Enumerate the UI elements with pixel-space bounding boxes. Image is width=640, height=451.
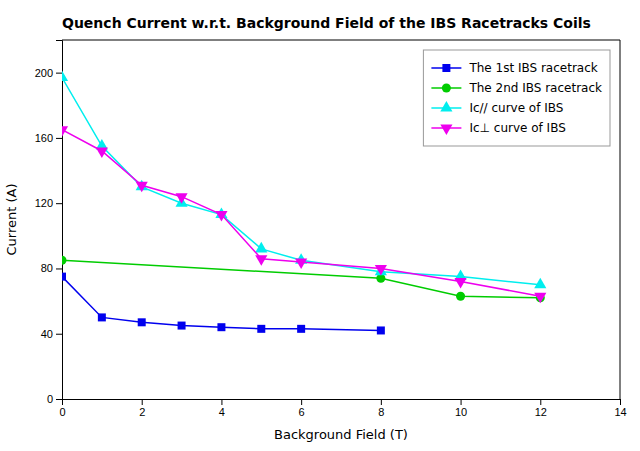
legend-label: The 1st IBS racetrack xyxy=(468,61,597,75)
series-line xyxy=(62,277,381,331)
tick-mark xyxy=(221,399,222,405)
point xyxy=(62,126,68,137)
legend-label: Ic⊥ curve of IBS xyxy=(469,121,565,135)
point xyxy=(534,293,546,304)
tick: 10 xyxy=(455,399,467,418)
legend-swatch-marker xyxy=(440,124,452,135)
axis-domain xyxy=(56,41,63,400)
frame-top xyxy=(62,40,620,41)
tick-label: 80 xyxy=(41,262,53,274)
frame-right xyxy=(620,40,621,399)
tick: 40 xyxy=(41,328,62,340)
tick-mark xyxy=(301,399,302,405)
tick: 8 xyxy=(378,399,384,418)
point xyxy=(175,193,187,204)
tick-mark xyxy=(540,399,541,405)
tick: 12 xyxy=(535,399,547,418)
point xyxy=(375,265,387,276)
x-axis-title: Background Field (T) xyxy=(274,427,408,442)
tick: 6 xyxy=(299,399,305,418)
point xyxy=(138,318,146,326)
title: Quench Current w.r.t. Background Field o… xyxy=(62,15,591,31)
point xyxy=(178,322,186,330)
tick: 80 xyxy=(41,262,62,274)
point xyxy=(454,278,466,289)
point xyxy=(62,256,67,265)
point xyxy=(217,323,225,331)
point xyxy=(136,182,148,193)
point xyxy=(255,255,267,266)
tick: 0 xyxy=(59,399,65,418)
tick-label: 120 xyxy=(35,197,53,209)
tick: 160 xyxy=(35,132,62,144)
tick-label: 40 xyxy=(41,328,53,340)
tick: 2 xyxy=(139,399,145,418)
legend-swatch-marker xyxy=(440,101,452,112)
point xyxy=(255,242,267,253)
tick-label: 160 xyxy=(35,132,53,144)
tick-label: 2 xyxy=(139,406,145,418)
tick: 200 xyxy=(35,67,62,79)
tick-mark xyxy=(56,334,62,335)
x-axis: 0 2 4 6 8 10 12 14 xyxy=(59,399,626,418)
tick-mark xyxy=(56,399,62,400)
point xyxy=(297,325,305,333)
tick-mark xyxy=(56,268,62,269)
point xyxy=(257,325,265,333)
tick: 4 xyxy=(219,399,225,418)
point xyxy=(96,147,108,158)
tick-mark xyxy=(620,399,621,405)
tick-mark xyxy=(461,399,462,405)
chart: 0 2 4 6 8 10 12 14 0 40 80 120 160 200 The 1st IBS rac… xyxy=(0,0,640,451)
legend-swatch-marker xyxy=(442,64,450,72)
point xyxy=(295,258,307,269)
series-line xyxy=(62,130,540,296)
point xyxy=(62,71,68,82)
point xyxy=(534,278,546,289)
point xyxy=(377,326,385,334)
y-axis-title: Current (A) xyxy=(4,184,19,256)
tick: 14 xyxy=(614,399,626,418)
tick: 0 xyxy=(47,393,62,405)
point xyxy=(456,292,465,301)
tick-mark xyxy=(56,203,62,204)
tick-label: 14 xyxy=(614,406,626,418)
tick-label: 0 xyxy=(59,406,65,418)
point xyxy=(62,273,66,281)
tick-mark xyxy=(56,73,62,74)
tick-mark xyxy=(56,138,62,139)
point xyxy=(375,265,387,276)
point xyxy=(98,313,106,321)
tick: 120 xyxy=(35,197,62,209)
legend: The 1st IBS racetrack The 2nd IBS racetra… xyxy=(423,50,610,146)
tick-label: 12 xyxy=(535,406,547,418)
tick-label: 4 xyxy=(219,406,225,418)
legend-label: Ic// curve of IBS xyxy=(469,101,563,115)
legend-label: The 2nd IBS racetrack xyxy=(468,81,602,95)
tick-label: 200 xyxy=(35,67,53,79)
legend-box xyxy=(423,50,610,146)
tick-label: 0 xyxy=(47,393,53,405)
tick-mark xyxy=(381,399,382,405)
legend-swatch-marker xyxy=(442,83,451,92)
plot: 0 2 4 6 8 10 12 14 0 40 80 120 160 200 The 1st IBS rac… xyxy=(35,40,627,418)
axis-domain xyxy=(63,400,621,406)
tick-label: 10 xyxy=(455,406,467,418)
tick-mark xyxy=(142,399,143,405)
tick-label: 6 xyxy=(299,406,305,418)
y-axis: 0 40 80 120 160 200 xyxy=(35,41,63,406)
tick-label: 8 xyxy=(378,406,384,418)
point xyxy=(215,211,227,222)
